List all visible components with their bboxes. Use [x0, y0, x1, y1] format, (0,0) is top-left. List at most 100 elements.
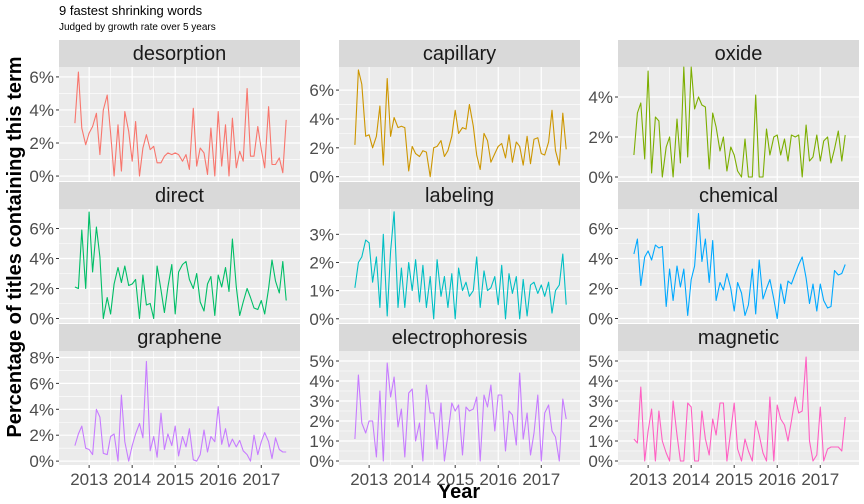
series-line-magnetic — [633, 356, 846, 462]
facet-strip — [59, 40, 300, 67]
y-tick-label: 4% — [29, 101, 54, 120]
facet-strip-label: capillary — [423, 43, 496, 65]
y-tick-label: 0% — [588, 310, 613, 329]
y-tick-label: 2% — [29, 426, 54, 445]
y-tick-label: 2% — [588, 128, 613, 147]
y-tick-label: 3% — [588, 392, 613, 411]
facet-labeling: labeling 0% 1% 2% 3% — [309, 182, 580, 329]
plot-panel — [59, 67, 300, 181]
y-tick-label: 2% — [29, 280, 54, 299]
facet-direct: direct 0% 2% 4% 6% — [29, 182, 300, 329]
x-tick-label: 2013 — [70, 470, 108, 489]
facet-strip — [339, 182, 580, 209]
x-tick-label: 2015 — [436, 470, 474, 489]
y-tick-label: 2% — [29, 134, 54, 153]
y-tick-label: 2% — [588, 412, 613, 431]
x-tick-label: 2016 — [758, 470, 796, 489]
y-tick-label: 6% — [309, 81, 334, 100]
y-tick-label: 1% — [309, 432, 334, 451]
facet-desorption: desorption 0% 2% 4% 6% — [29, 40, 300, 186]
plot-panel — [618, 67, 859, 181]
y-tick-label: 2% — [309, 253, 334, 272]
facet-strip — [618, 324, 859, 351]
series-line-graphene — [74, 360, 287, 462]
y-tick-label: 0% — [588, 452, 613, 471]
facet-strip — [618, 182, 859, 209]
x-axis-title: Year — [438, 481, 480, 503]
facet-strip-label: graphene — [137, 327, 222, 349]
y-tick-label: 2% — [309, 139, 334, 158]
y-tick-label: 3% — [309, 225, 334, 244]
x-tick-label: 2017 — [801, 470, 839, 489]
y-tick-label: 2% — [309, 412, 334, 431]
series-line-capillary — [354, 69, 567, 178]
chart-title: 9 fastest shrinking words — [59, 3, 203, 18]
x-tick-label: 2013 — [629, 470, 667, 489]
y-tick-label: 0% — [309, 452, 334, 471]
y-tick-label: 0% — [29, 452, 54, 471]
y-tick-label: 6% — [29, 374, 54, 393]
y-tick-label: 0% — [309, 310, 334, 329]
series-line-electrophoresis — [354, 362, 567, 462]
plot-panel — [59, 209, 300, 323]
y-tick-label: 1% — [588, 432, 613, 451]
facet-strip-label: magnetic — [698, 327, 779, 349]
y-tick-label: 4% — [29, 400, 54, 419]
facet-magnetic: magnetic 0%1%2%3%4%5% 2013 2014 2015 2016 2017 — [588, 324, 859, 489]
y-tick-label: 2% — [588, 280, 613, 299]
x-tick-label: 2017 — [242, 470, 280, 489]
y-tick-label: 4% — [309, 372, 334, 391]
facet-strip-label: electrophoresis — [392, 327, 528, 349]
facet-strip-label: chemical — [699, 185, 778, 207]
facet-oxide: oxide 0% 2% 4% — [588, 40, 859, 187]
x-tick-label: 2014 — [113, 470, 151, 489]
chart-subtitle: Judged by growth rate over 5 years — [59, 22, 216, 33]
plot-panel — [618, 209, 859, 323]
y-tick-label: 1% — [309, 282, 334, 301]
facet-strip-label: labeling — [425, 185, 494, 207]
y-tick-label: 6% — [29, 220, 54, 239]
facet-capillary: capillary 0% 2% 4% 6% — [309, 40, 580, 187]
series-line-direct — [74, 211, 287, 320]
facet-strip — [339, 40, 580, 67]
facet-strip — [618, 40, 859, 67]
facet-chemical: chemical 0% 2% 4% 6% — [588, 182, 859, 329]
y-tick-label: 5% — [588, 352, 613, 371]
x-tick-label: 2014 — [672, 470, 710, 489]
y-tick-label: 4% — [309, 110, 334, 129]
plot-panel — [618, 351, 859, 465]
series-line-chemical — [633, 212, 846, 320]
y-tick-label: 6% — [588, 220, 613, 239]
facet-graphene: graphene 0% 2% 4% 6% 8% 2013 2014 2015 2016 2017 — [29, 324, 300, 489]
series-line-labeling — [354, 211, 567, 320]
x-tick-label: 2015 — [156, 470, 194, 489]
y-tick-label: 0% — [29, 310, 54, 329]
facet-electrophoresis: electrophoresis 0%1%2%3%4%5% 2013 2014 2015 2… — [309, 324, 580, 489]
y-tick-label: 6% — [29, 68, 54, 87]
facet-strip-label: desorption — [133, 43, 226, 65]
facet-strip — [59, 324, 300, 351]
y-tick-label: 4% — [588, 372, 613, 391]
x-tick-label: 2016 — [199, 470, 237, 489]
y-tick-label: 8% — [29, 348, 54, 367]
y-tick-label: 0% — [29, 167, 54, 186]
y-tick-label: 3% — [309, 392, 334, 411]
y-tick-label: 0% — [588, 168, 613, 187]
series-line-desorption — [74, 71, 287, 177]
y-tick-label: 5% — [309, 352, 334, 371]
facet-strip-label: oxide — [715, 43, 763, 65]
y-tick-label: 4% — [588, 88, 613, 107]
x-tick-label: 2013 — [350, 470, 388, 489]
facet-strip — [59, 182, 300, 209]
x-tick-label: 2015 — [715, 470, 753, 489]
y-tick-label: 4% — [588, 250, 613, 269]
y-tick-label: 0% — [309, 168, 334, 187]
x-tick-label: 2017 — [522, 470, 560, 489]
facet-strip — [339, 324, 580, 351]
series-line-oxide — [633, 66, 846, 178]
x-tick-label: 2016 — [479, 470, 517, 489]
plot-panel — [339, 67, 580, 181]
y-axis-title: Percentage of titles containing this ter… — [4, 56, 26, 437]
y-tick-label: 4% — [29, 250, 54, 269]
